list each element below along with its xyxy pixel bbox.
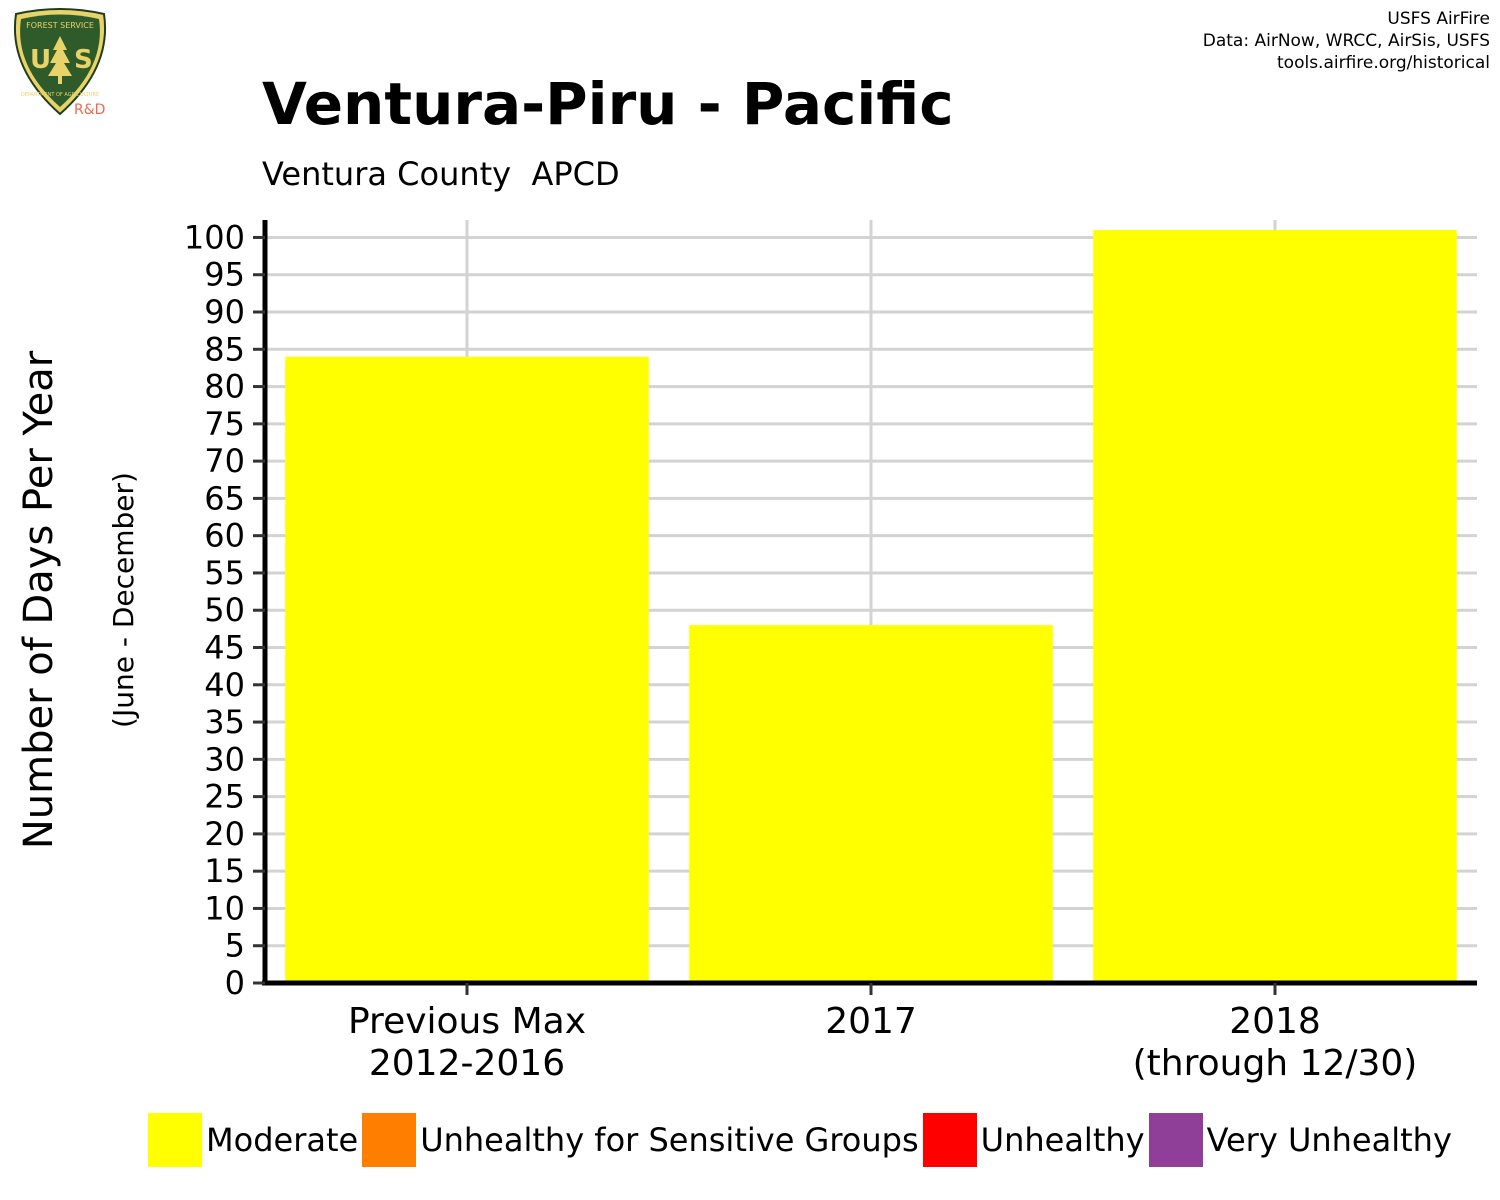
legend: Moderate Unhealthy for Sensitive Groups …	[148, 1112, 1456, 1168]
legend-item-moderate: Moderate	[148, 1113, 358, 1167]
credit-line: Data: AirNow, WRCC, AirSis, USFS	[1202, 31, 1490, 51]
y-tick-label: 100	[184, 218, 245, 256]
y-tick-label: 45	[204, 629, 245, 667]
y-tick-label: 85	[204, 330, 245, 368]
y-tick-label: 10	[204, 889, 245, 927]
legend-swatch	[148, 1113, 202, 1167]
y-tick-label: 70	[204, 442, 245, 480]
legend-item-unhealthy: Unhealthy	[922, 1113, 1145, 1167]
legend-label: Very Unhealthy	[1206, 1121, 1452, 1159]
y-tick-label: 95	[204, 256, 245, 294]
y-tick-label: 25	[204, 778, 245, 816]
y-tick-label: 65	[204, 479, 245, 517]
x-tick-label: Previous Max	[348, 1001, 586, 1042]
legend-label: Unhealthy	[980, 1121, 1145, 1159]
svg-text:U: U	[30, 45, 51, 75]
svg-text:S: S	[74, 45, 93, 75]
credit-line: tools.airfire.org/historical	[1277, 53, 1490, 73]
y-tick-label: 30	[204, 740, 245, 778]
y-tick-label: 15	[204, 852, 245, 890]
y-tick-label: 40	[204, 666, 245, 704]
usfs-shield-icon: FOREST SERVICE U S DEPARTMENT OF AGRICUL…	[14, 8, 106, 118]
svg-text:R&D: R&D	[74, 102, 105, 118]
bar	[1093, 230, 1457, 983]
x-tick-label: (through 12/30)	[1133, 1043, 1418, 1084]
x-tick-label: 2017	[825, 1001, 917, 1042]
y-axis-subtitle: (June - December)	[107, 472, 140, 728]
y-tick-label: 50	[204, 591, 245, 629]
usfs-logo: FOREST SERVICE U S DEPARTMENT OF AGRICUL…	[8, 8, 112, 120]
x-tick-label: 2012-2016	[369, 1043, 565, 1084]
y-tick-label: 75	[204, 405, 245, 443]
y-axis-title: Number of Days Per Year	[16, 350, 62, 849]
x-tick-label: 2018	[1229, 1001, 1321, 1042]
y-tick-label: 5	[225, 927, 245, 965]
chart-subtitle: Ventura County APCD	[262, 155, 620, 193]
legend-item-very-unhealthy: Very Unhealthy	[1148, 1113, 1452, 1167]
legend-item-usg: Unhealthy for Sensitive Groups	[362, 1113, 919, 1167]
y-tick-label: 90	[204, 293, 245, 331]
legend-swatch	[362, 1113, 417, 1167]
y-tick-label: 80	[204, 368, 245, 406]
bar	[285, 356, 649, 984]
y-tick-label: 60	[204, 517, 245, 555]
bar	[689, 625, 1053, 983]
svg-text:FOREST SERVICE: FOREST SERVICE	[26, 21, 94, 30]
y-tick-label: 55	[204, 554, 245, 592]
chart-title: Ventura-Piru - Pacific	[262, 70, 954, 138]
legend-label: Unhealthy for Sensitive Groups	[420, 1121, 919, 1159]
legend-swatch	[922, 1113, 977, 1167]
y-tick-label: 20	[204, 815, 245, 853]
y-tick-label: 0	[225, 964, 245, 1002]
y-tick-label: 35	[204, 703, 245, 741]
svg-text:DEPARTMENT OF AGRICULTURE: DEPARTMENT OF AGRICULTURE	[21, 92, 99, 98]
credit-line: USFS AirFire	[1387, 9, 1490, 29]
legend-label: Moderate	[206, 1121, 359, 1159]
data-credit: USFS AirFire Data: AirNow, WRCC, AirSis,…	[1203, 8, 1490, 74]
legend-swatch	[1148, 1113, 1203, 1167]
